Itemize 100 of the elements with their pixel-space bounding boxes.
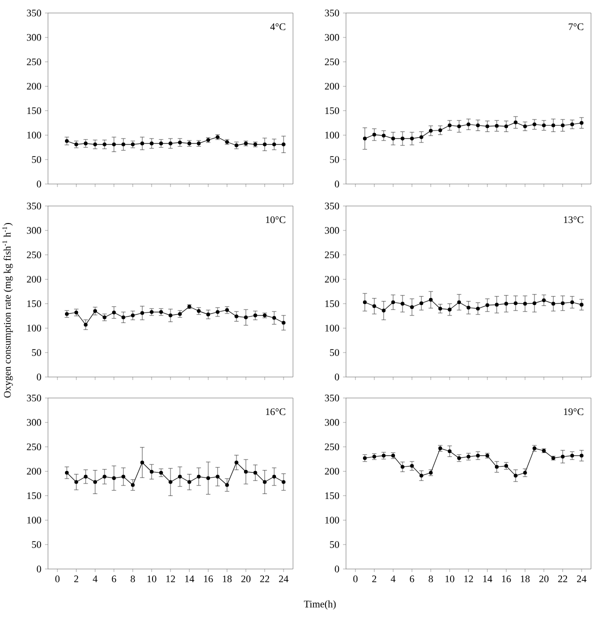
point [570, 300, 574, 304]
x-tick-label: 12 [464, 576, 473, 582]
point [494, 302, 499, 307]
y-tick-label: 150 [325, 107, 340, 114]
point [504, 302, 508, 306]
point [112, 476, 116, 480]
point [410, 305, 414, 310]
point [102, 474, 106, 479]
y-tick-label: 250 [26, 58, 42, 66]
x-axis-title: Time(h) [304, 600, 336, 610]
point [400, 302, 404, 306]
annotation: 16°C [266, 408, 286, 416]
point [448, 123, 452, 128]
point [523, 302, 527, 306]
point [419, 135, 424, 139]
point [551, 302, 556, 306]
x-tick-label: 6 [410, 576, 414, 582]
point [196, 474, 201, 479]
y-tick-label: 50 [330, 156, 340, 163]
point [485, 303, 490, 308]
x-tick-label: 20 [539, 576, 549, 582]
point [121, 142, 126, 146]
y-tick-label: 300 [324, 227, 340, 234]
point [570, 122, 574, 126]
x-tick-label: 0 [55, 576, 60, 582]
point [514, 120, 518, 124]
x-tick-label: 2 [372, 576, 376, 582]
point [362, 300, 367, 304]
x-tick-label: 4 [390, 576, 396, 582]
y-tick-label: 150 [27, 107, 42, 114]
point [466, 122, 470, 126]
point [476, 123, 480, 128]
point [112, 142, 116, 146]
point [253, 470, 258, 475]
point [93, 309, 98, 313]
point [206, 312, 210, 316]
y-tick-label: 100 [325, 516, 340, 524]
point [84, 322, 88, 327]
point [448, 308, 452, 312]
point [159, 142, 163, 146]
point [64, 470, 69, 475]
point [400, 136, 404, 140]
y-tick-label: 0 [36, 566, 42, 572]
point [560, 123, 565, 128]
point [419, 301, 424, 306]
x-tick-label: 22 [260, 576, 270, 582]
y-tick-label: 250 [26, 251, 42, 258]
point [206, 476, 210, 480]
annotation: 19°C [564, 408, 584, 416]
y-axis-title: Oxygen consumption rate (mg kg fish$^{-1}$ h$^{-1}$) [2, 223, 13, 398]
y-tick-label: 250 [324, 443, 340, 450]
point [272, 474, 276, 479]
point [282, 320, 286, 325]
point [542, 123, 546, 128]
point [523, 124, 527, 128]
x-tick-label: 8 [130, 576, 135, 582]
x-tick-label: 18 [222, 576, 232, 582]
point [476, 306, 480, 310]
y-tick-label: 200 [26, 468, 42, 475]
y-tick-label: 300 [324, 419, 340, 426]
y-tick-label: 100 [325, 324, 340, 332]
y-tick-label: 350 [324, 202, 340, 210]
annotation: 7°C [568, 23, 584, 30]
point [532, 122, 536, 126]
y-tick-label: 300 [26, 227, 42, 234]
y-tick-label: 200 [324, 276, 340, 283]
point [438, 128, 442, 132]
point [372, 132, 376, 137]
y-tick-label: 250 [324, 58, 340, 66]
point [514, 301, 518, 306]
point [428, 128, 433, 133]
point [580, 121, 584, 125]
point [93, 142, 98, 146]
point [178, 140, 182, 144]
point [580, 454, 584, 458]
y-tick-label: 50 [330, 349, 340, 356]
point [542, 298, 546, 302]
point [272, 142, 276, 146]
point [391, 136, 396, 140]
y-tick-label: 350 [324, 10, 340, 16]
point [362, 136, 367, 140]
y-tick-label: 0 [36, 180, 42, 188]
x-tick-label: 22 [558, 576, 568, 582]
point [438, 306, 442, 310]
point [400, 464, 404, 469]
point [234, 314, 238, 318]
y-tick-label: 300 [324, 34, 340, 41]
point [121, 315, 126, 320]
point [244, 315, 248, 320]
y-tick-label: 100 [325, 132, 340, 139]
y-tick-label: 350 [26, 202, 42, 210]
point [282, 142, 286, 146]
point [234, 460, 238, 464]
point [282, 480, 286, 484]
point [382, 308, 386, 312]
x-tick-label: 20 [241, 576, 251, 582]
y-tick-label: 150 [27, 300, 42, 308]
x-tick-label: 16 [204, 576, 213, 582]
y-tick-label: 200 [324, 468, 340, 475]
x-tick-label: 24 [279, 576, 288, 582]
